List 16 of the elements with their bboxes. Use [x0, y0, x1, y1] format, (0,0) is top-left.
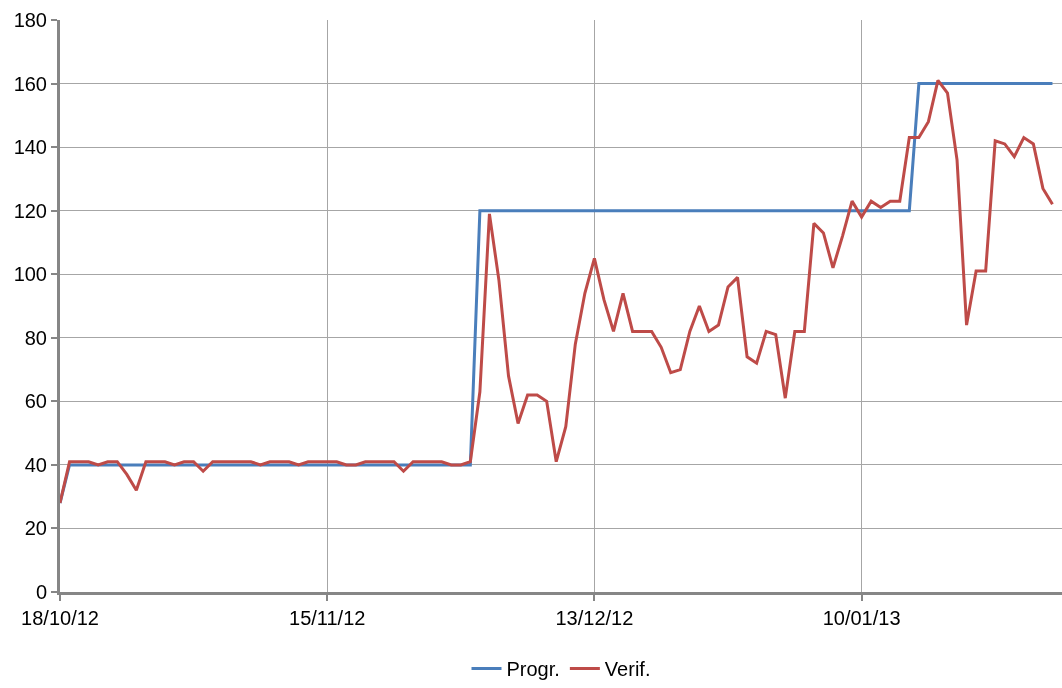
x-tick-label: 15/11/12 — [289, 607, 366, 629]
legend-label: Verif. — [604, 658, 651, 681]
y-tick-label: 140 — [13, 136, 47, 159]
x-tick-label: 10/01/13 — [822, 607, 901, 629]
y-tick-label: 120 — [13, 199, 47, 222]
y-tick-label: 20 — [24, 517, 47, 540]
y-tick-label: 60 — [24, 390, 47, 413]
x-tick-label: 13/12/12 — [555, 607, 634, 629]
y-tick-label: 160 — [13, 72, 47, 95]
y-tick-label: 180 — [13, 9, 47, 31]
y-tick-label: 40 — [24, 453, 47, 476]
legend-label: Progr. — [506, 658, 560, 681]
y-tick-label: 0 — [35, 581, 47, 603]
y-tick-label: 100 — [13, 263, 47, 286]
x-tick-label: 18/10/12 — [21, 607, 99, 629]
y-tick-label: 80 — [24, 326, 47, 349]
